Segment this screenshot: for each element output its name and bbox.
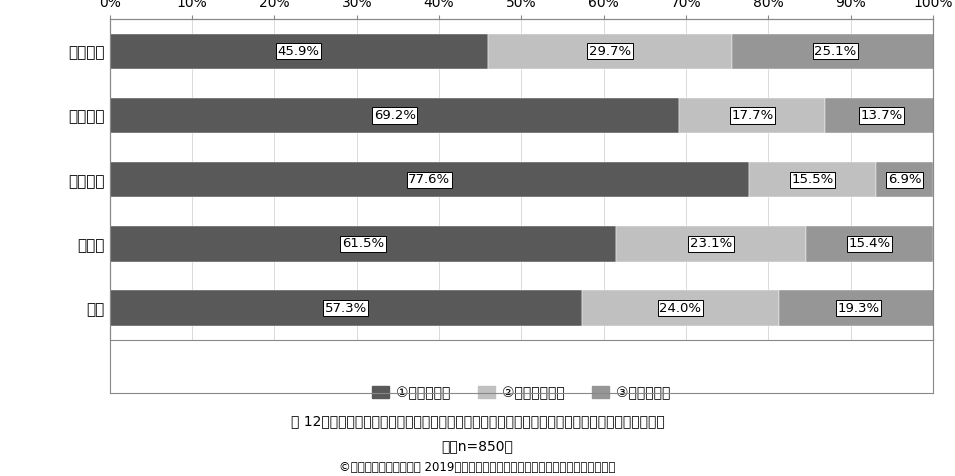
Text: か（n=850）: か（n=850） [441,439,514,453]
Bar [110,98,680,133]
Bar [616,226,806,261]
Text: 24.0%: 24.0% [659,302,701,315]
Bar [779,290,938,326]
Text: 15.5%: 15.5% [792,173,834,186]
Text: 19.3%: 19.3% [838,302,880,315]
Text: ©全国大学院生協議会　 2019年度大学院生の研究･経済実態アンケート調査結果: ©全国大学院生協議会 2019年度大学院生の研究･経済実態アンケート調査結果 [339,461,616,474]
Text: 57.3%: 57.3% [325,302,367,315]
Text: 29.7%: 29.7% [589,45,631,58]
Bar [732,34,939,69]
Bar [877,162,933,198]
Bar [680,98,825,133]
Bar [110,290,582,326]
Text: 45.9%: 45.9% [278,45,320,58]
Bar [110,162,749,198]
Text: 77.6%: 77.6% [408,173,451,186]
Text: 15.4%: 15.4% [849,238,891,250]
Bar [582,290,779,326]
Text: 図 12．成果主義・業績主義的などからくる、自身の将来に対する精神的負担・不安を感じている: 図 12．成果主義・業績主義的などからくる、自身の将来に対する精神的負担・不安を… [290,414,665,428]
Text: 13.7%: 13.7% [860,109,902,122]
Text: 17.7%: 17.7% [732,109,774,122]
Legend: ①感じている, ②感じていない, ③わからない: ①感じている, ②感じていない, ③わからない [369,382,674,404]
Text: 25.1%: 25.1% [815,45,857,58]
Bar [110,226,616,261]
Bar [488,34,732,69]
Text: 6.9%: 6.9% [888,173,922,186]
Text: 61.5%: 61.5% [342,238,384,250]
Bar [825,98,938,133]
Text: 23.1%: 23.1% [690,238,732,250]
Bar [749,162,877,198]
Bar [806,226,933,261]
Text: 69.2%: 69.2% [373,109,415,122]
Bar [110,34,488,69]
